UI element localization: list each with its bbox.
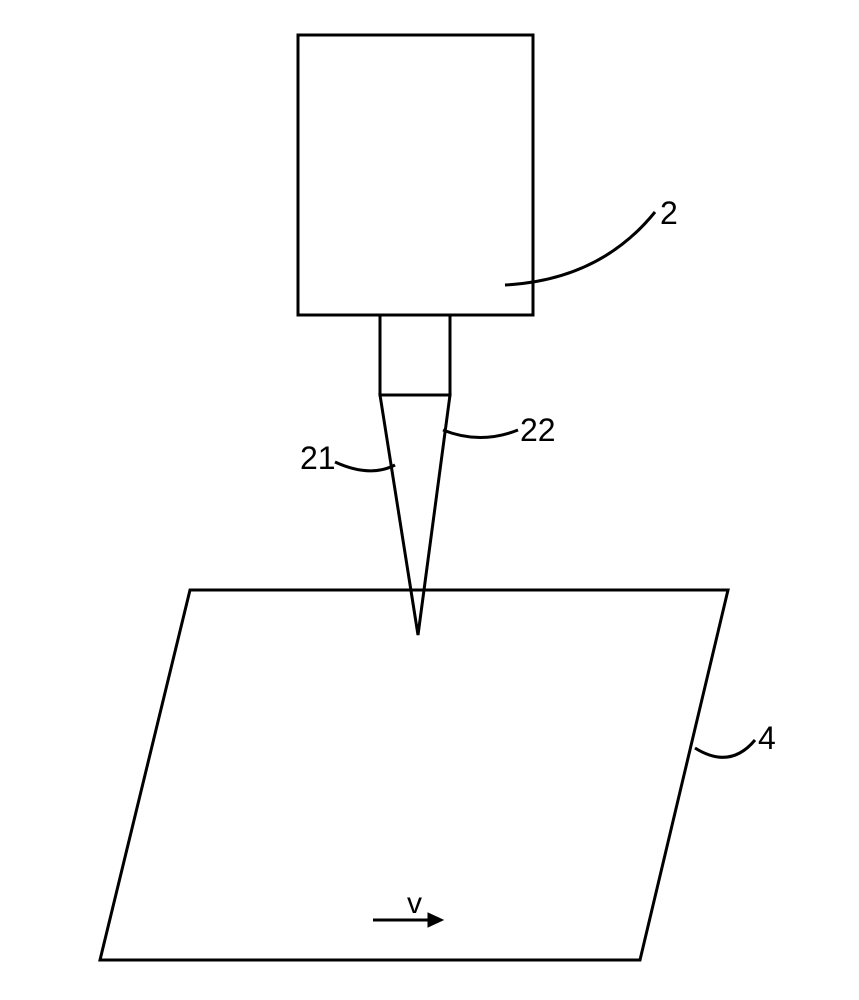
main-body-rect (298, 35, 533, 315)
label-4: 4 (758, 720, 776, 757)
label-2: 2 (660, 195, 678, 232)
label-v: v (407, 887, 422, 921)
diagram-container: 2 21 22 4 v (0, 0, 859, 1000)
velocity-arrow-head (428, 913, 443, 927)
leader-21 (335, 462, 395, 471)
leader-4 (695, 740, 755, 757)
neck-rect (380, 315, 450, 395)
leader-22 (443, 430, 518, 438)
schematic-svg (0, 0, 859, 1000)
label-22: 22 (520, 412, 556, 449)
label-21: 21 (300, 440, 336, 477)
leader-2 (505, 212, 655, 285)
cone-beam (380, 395, 450, 635)
